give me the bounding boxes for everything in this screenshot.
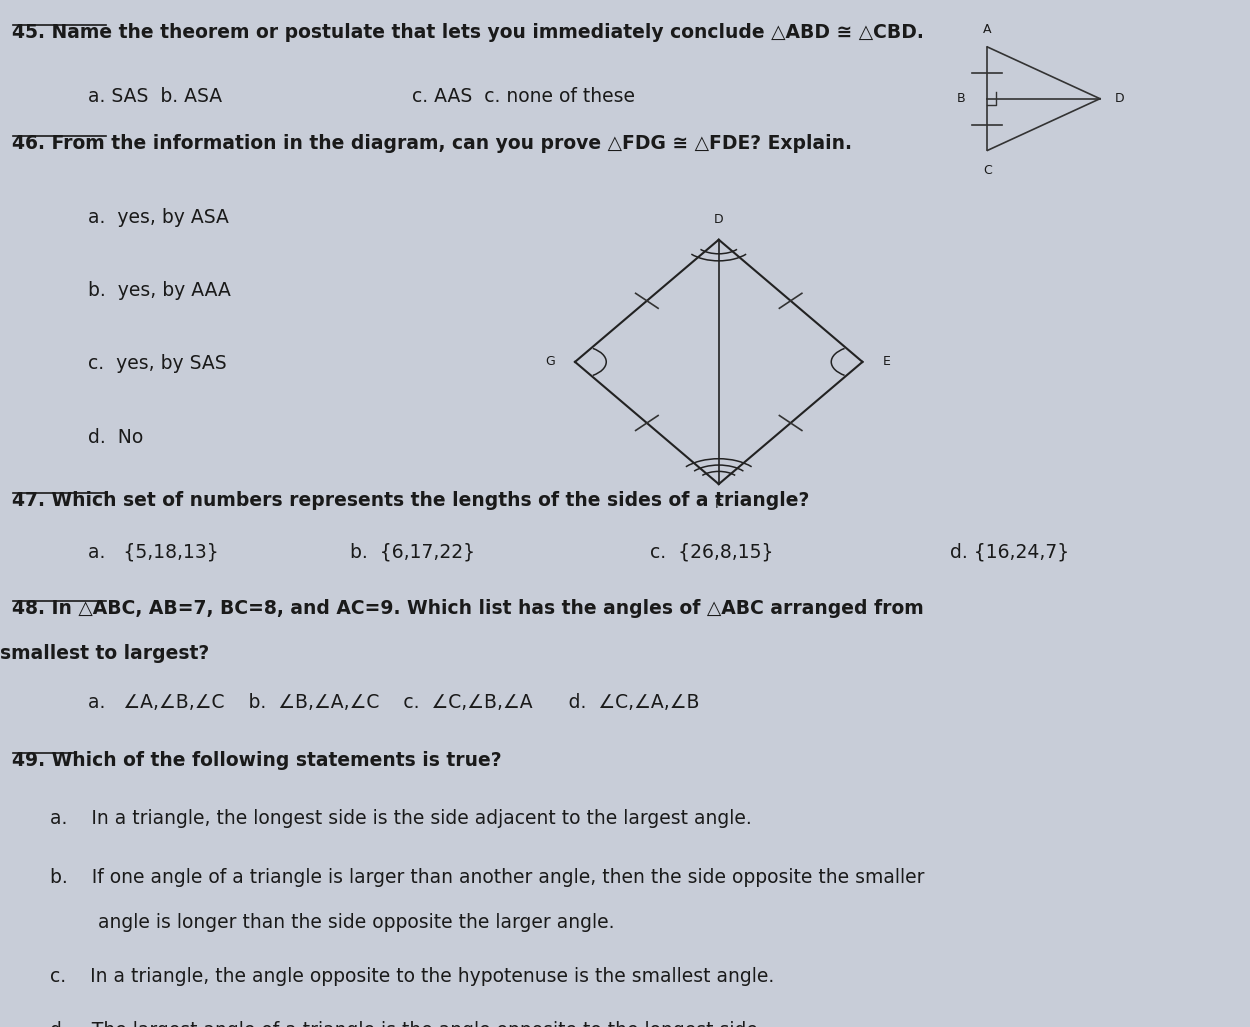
Text: b.  {6,17,22}: b. {6,17,22} — [350, 542, 475, 562]
Text: c.    In a triangle, the angle opposite to the hypotenuse is the smallest angle.: c. In a triangle, the angle opposite to … — [50, 967, 774, 986]
Text: C: C — [982, 163, 992, 177]
Text: a.   {5,18,13}: a. {5,18,13} — [88, 542, 219, 562]
Text: a.    In a triangle, the longest side is the side adjacent to the largest angle.: a. In a triangle, the longest side is th… — [50, 809, 751, 829]
Text: G: G — [545, 355, 555, 369]
Text: 46. From the information in the diagram, can you prove △FDG ≅ △FDE? Explain.: 46. From the information in the diagram,… — [12, 135, 852, 153]
Text: angle is longer than the side opposite the larger angle.: angle is longer than the side opposite t… — [50, 913, 615, 931]
Text: c.  {26,8,15}: c. {26,8,15} — [650, 542, 774, 562]
Text: a.  yes, by ASA: a. yes, by ASA — [88, 207, 229, 227]
Text: c.  yes, by SAS: c. yes, by SAS — [88, 354, 226, 374]
Text: c. AAS  c. none of these: c. AAS c. none of these — [412, 87, 635, 107]
Text: D: D — [1115, 92, 1125, 105]
Text: a. SAS  b. ASA: a. SAS b. ASA — [88, 87, 221, 107]
Text: D: D — [714, 213, 724, 226]
Text: smallest to largest?: smallest to largest? — [0, 644, 209, 662]
Text: b.  yes, by AAA: b. yes, by AAA — [88, 281, 230, 300]
Text: 45. Name the theorem or postulate that lets you immediately conclude △ABD ≅ △CBD: 45. Name the theorem or postulate that l… — [12, 24, 925, 42]
Text: E: E — [882, 355, 890, 369]
Text: B: B — [956, 92, 965, 105]
Text: b.    If one angle of a triangle is larger than another angle, then the side opp: b. If one angle of a triangle is larger … — [50, 868, 925, 886]
Text: a.   ∠A,∠B,∠C    b.  ∠B,∠A,∠C    c.  ∠C,∠B,∠A      d.  ∠C,∠A,∠B: a. ∠A,∠B,∠C b. ∠B,∠A,∠C c. ∠C,∠B,∠A d. ∠… — [88, 693, 699, 712]
Text: 47. Which set of numbers represents the lengths of the sides of a triangle?: 47. Which set of numbers represents the … — [12, 491, 810, 509]
Text: A: A — [984, 23, 991, 36]
Text: 49. Which of the following statements is true?: 49. Which of the following statements is… — [12, 751, 502, 770]
Text: d.  No: d. No — [88, 427, 142, 447]
Text: d. {16,24,7}: d. {16,24,7} — [950, 542, 1069, 562]
Text: F: F — [715, 498, 722, 511]
Text: 48. In △ABC, AB=7, BC=8, and AC=9. Which list has the angles of △ABC arranged fr: 48. In △ABC, AB=7, BC=8, and AC=9. Which… — [12, 599, 924, 618]
Text: d.    The largest angle of a triangle is the angle opposite to the longest side.: d. The largest angle of a triangle is th… — [50, 1021, 764, 1027]
